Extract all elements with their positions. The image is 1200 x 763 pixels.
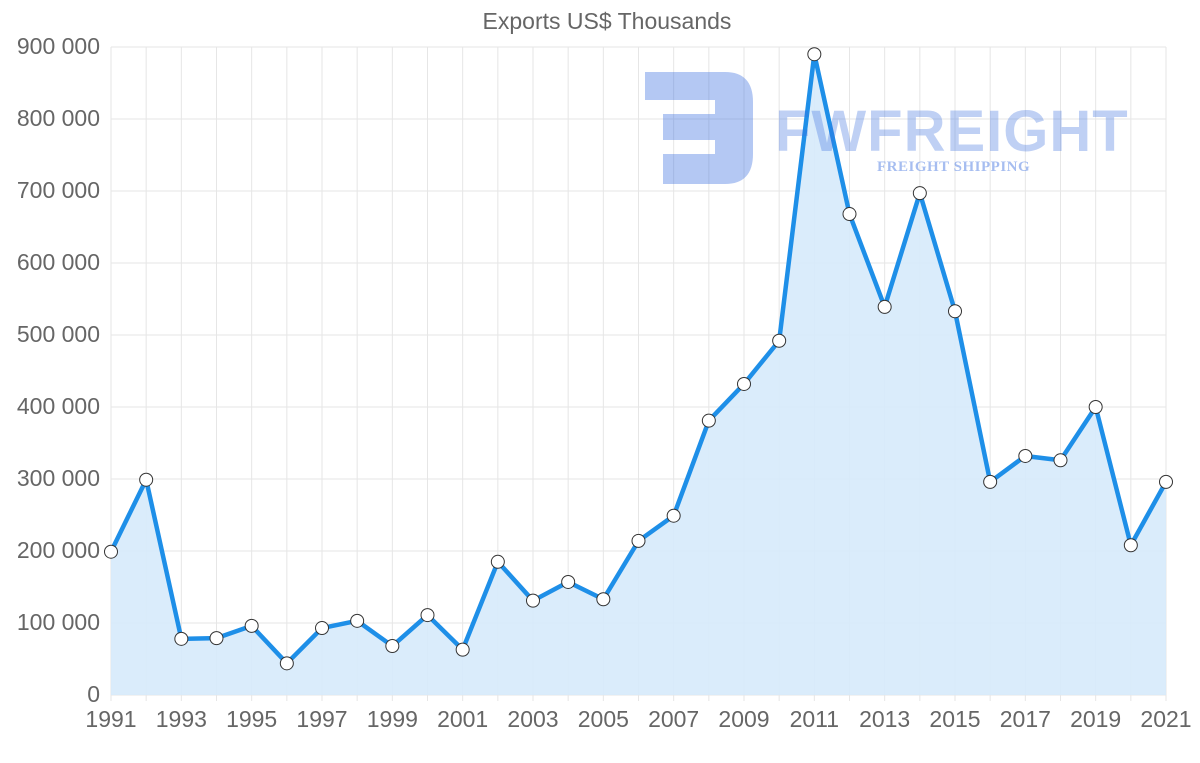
y-tick-label: 500 000: [16, 321, 100, 347]
chart-title: Exports US$ Thousands: [482, 8, 732, 34]
data-point: [315, 621, 329, 636]
y-tick-label: 200 000: [16, 537, 100, 563]
data-point: [526, 593, 540, 608]
data-point: [701, 413, 716, 428]
data-point: [244, 618, 259, 633]
data-point: [209, 631, 224, 646]
y-tick-label: 0: [87, 681, 100, 707]
x-tick-label: 1991: [85, 706, 137, 732]
data-point: [350, 613, 365, 628]
x-tick-label: 2001: [437, 706, 489, 732]
data-points: [104, 47, 1173, 671]
data-point: [666, 508, 681, 523]
x-tick-label: 2019: [1070, 706, 1122, 732]
y-tick-label: 900 000: [16, 33, 100, 59]
x-tick-label: 2011: [789, 706, 840, 732]
data-point: [596, 592, 611, 607]
x-tick-label: 1995: [226, 706, 278, 732]
watermark-logo-icon: [645, 72, 755, 192]
y-tick-label: 100 000: [16, 609, 100, 635]
data-point: [174, 631, 189, 646]
x-tick-label: 2009: [718, 706, 770, 732]
data-point: [385, 639, 400, 654]
data-point: [842, 207, 857, 222]
data-point: [490, 554, 505, 569]
data-point: [139, 472, 154, 487]
y-tick-label: 400 000: [16, 393, 100, 419]
x-tick-label: 1993: [155, 706, 207, 732]
data-point: [737, 376, 751, 391]
x-tick-label: 2017: [999, 706, 1051, 732]
x-tick-label: 2007: [648, 706, 700, 732]
watermark-tagline: FREIGHT SHIPPING: [877, 159, 1031, 175]
data-point: [983, 474, 998, 489]
y-tick-label: 600 000: [16, 249, 100, 275]
data-point: [1053, 453, 1068, 468]
data-point: [912, 186, 927, 201]
x-tick-label: 2015: [929, 706, 981, 732]
data-point: [104, 544, 118, 559]
data-point: [279, 656, 294, 671]
watermark-brand: FWFREIGHT: [775, 99, 1129, 164]
x-tick-label: 2013: [859, 706, 911, 732]
data-point: [631, 533, 646, 548]
data-point: [1123, 538, 1138, 553]
data-point: [807, 47, 822, 62]
x-tick-label: 1997: [296, 706, 348, 732]
series-area: [111, 54, 1166, 695]
data-point: [420, 608, 435, 623]
x-tick-label: 2005: [577, 706, 629, 732]
y-tick-label: 700 000: [16, 177, 100, 203]
data-point: [1088, 400, 1103, 414]
y-tick-label: 300 000: [16, 465, 100, 491]
data-point: [1159, 474, 1173, 489]
data-point: [877, 299, 892, 314]
data-point: [948, 304, 962, 319]
x-tick-label: 2021: [1140, 706, 1192, 732]
data-point: [455, 642, 470, 657]
x-tick-label: 2003: [507, 706, 559, 732]
y-tick-label: 800 000: [16, 105, 100, 131]
data-point: [772, 333, 787, 348]
data-point: [561, 574, 576, 589]
x-tick-label: 1999: [366, 706, 418, 732]
data-point: [1018, 448, 1033, 463]
